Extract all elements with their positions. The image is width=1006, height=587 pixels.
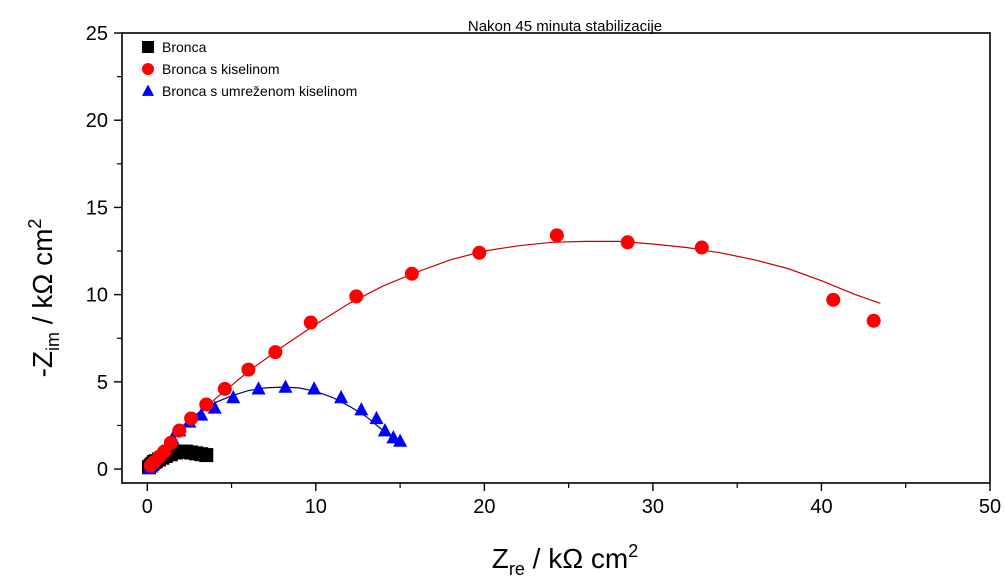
chart-title: Nakon 45 minuta stabilizacije [468, 18, 662, 35]
legend-label: Bronca s kiselinom [162, 61, 280, 77]
data-point [349, 289, 364, 304]
x-tick-label: 30 [642, 496, 664, 518]
data-point [404, 266, 419, 281]
data-point [354, 402, 369, 416]
x-tick-label: 50 [979, 496, 1001, 518]
data-point [172, 423, 187, 438]
data-point [694, 240, 709, 255]
data-point [241, 362, 256, 377]
data-point [472, 245, 487, 260]
y-axis-label-sub: im [43, 332, 63, 351]
legend-marker [142, 63, 154, 75]
legend-marker [142, 84, 154, 96]
data-point [393, 433, 408, 447]
x-tick-label: 40 [810, 496, 832, 518]
y-tick-label: 15 [86, 197, 108, 219]
legend-label: Bronca [162, 39, 207, 55]
data-point [866, 313, 881, 328]
y-axis-label-prefix: -Z [27, 351, 58, 377]
data-point [377, 423, 392, 437]
data-point [199, 448, 214, 463]
y-axis-label: -Zim / kΩ cm2 [25, 219, 63, 378]
y-axis-label-unit: / kΩ cm [27, 229, 58, 332]
plot-area: 0 10 20 30 40 50 0 5 10 15 20 25 Bronca Bronca s kise… [86, 23, 1001, 518]
x-tick-label: 20 [473, 496, 495, 518]
data-point [163, 435, 178, 450]
x-axis-label-sub: re [509, 559, 525, 579]
data-point [207, 400, 222, 414]
x-axis-label-main: Z [492, 543, 509, 574]
data-point [199, 397, 214, 412]
y-tick-label: 0 [97, 459, 108, 481]
data-point [268, 345, 283, 360]
x-axis-label: Zre / kΩ cm2 [492, 541, 639, 579]
y-tick-label: 5 [97, 372, 108, 394]
data-point [369, 410, 384, 425]
data-point [549, 228, 564, 243]
y-tick-label: 25 [86, 23, 108, 45]
y-tick-label: 10 [86, 285, 108, 307]
x-tick-label: 0 [142, 496, 153, 518]
x-tick-label: 10 [305, 496, 327, 518]
x-axis-label-unit: / kΩ cm [525, 543, 628, 574]
data-point [307, 381, 322, 395]
fit-line [148, 240, 881, 468]
data-point [303, 315, 318, 330]
data-point [334, 389, 349, 404]
data-point [184, 411, 199, 426]
y-axis-label-sup: 2 [25, 219, 45, 229]
y-tick-label: 20 [86, 110, 108, 132]
legend-marker [142, 41, 154, 53]
data-point [278, 379, 293, 393]
legend-label: Bronca s umreženom kiselinom [162, 83, 357, 99]
data-point [251, 381, 266, 395]
data-point [826, 292, 841, 307]
plot-frame [121, 32, 991, 484]
data-point [226, 389, 241, 404]
data-point [620, 235, 635, 250]
x-axis-label-sup: 2 [628, 541, 638, 561]
data-point [217, 381, 232, 396]
